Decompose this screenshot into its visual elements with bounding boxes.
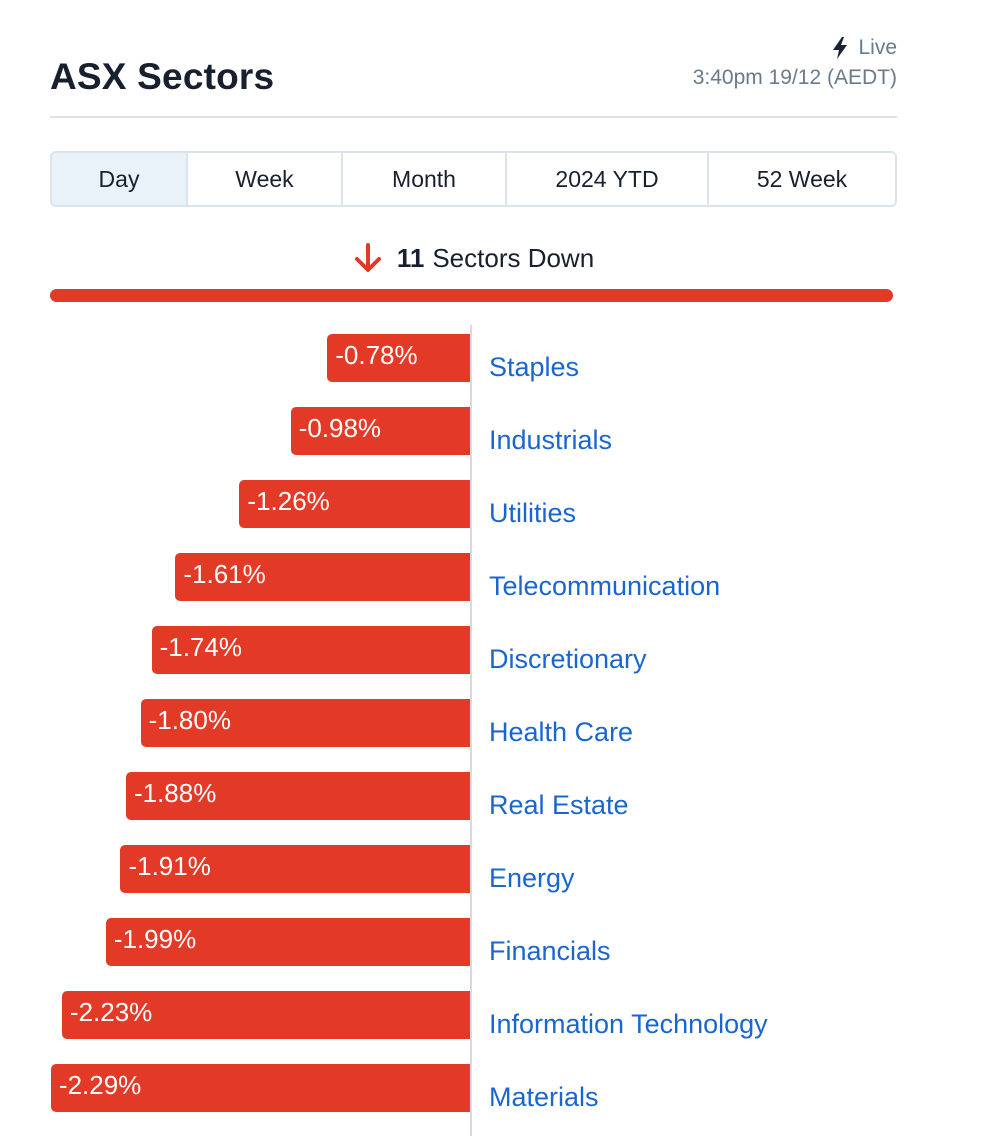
live-indicator: Live bbox=[832, 36, 897, 60]
sector-row: -2.29% Materials bbox=[50, 1064, 897, 1112]
tab-week[interactable]: Week bbox=[188, 153, 343, 205]
sector-bar: -0.78% bbox=[327, 334, 470, 382]
sector-change-label: -1.74% bbox=[159, 632, 242, 662]
sector-bar: -2.23% bbox=[61, 991, 470, 1039]
sectors-down-bar bbox=[50, 289, 893, 302]
sector-change-label: -1.91% bbox=[128, 851, 211, 881]
chart-zero-axis bbox=[470, 325, 472, 1136]
sectors-summary: 11 Sectors Down bbox=[50, 236, 897, 280]
sector-name-link[interactable]: Financials bbox=[489, 936, 611, 966]
sector-change-label: -1.88% bbox=[133, 778, 217, 808]
sector-change-label: -1.26% bbox=[247, 486, 330, 516]
sector-row: -1.26% Utilities bbox=[50, 480, 897, 528]
live-label: Live bbox=[858, 36, 897, 59]
sector-row: -1.99% Financials bbox=[50, 918, 897, 966]
sector-row: -0.78% Staples bbox=[50, 334, 897, 382]
sector-name-link[interactable]: Utilities bbox=[489, 498, 577, 528]
tab-2024-ytd[interactable]: 2024 YTD bbox=[507, 153, 709, 205]
tab-day[interactable]: Day bbox=[52, 153, 188, 205]
sector-change-label: -0.78% bbox=[335, 340, 418, 370]
sectors-down-text: Sectors Down bbox=[432, 242, 595, 273]
lightning-bolt-icon bbox=[833, 37, 848, 59]
arrow-down-icon bbox=[354, 243, 381, 272]
sector-name-link[interactable]: Industrials bbox=[489, 425, 613, 455]
sector-name-link[interactable]: Information Technology bbox=[489, 1009, 768, 1039]
sector-bar: -2.29% bbox=[50, 1064, 470, 1112]
sector-name-link[interactable]: Discretionary bbox=[489, 644, 647, 674]
tab-month[interactable]: Month bbox=[343, 153, 507, 205]
sector-bar: -1.80% bbox=[140, 699, 470, 747]
sector-row: -1.74% Discretionary bbox=[50, 626, 897, 674]
sector-name-link[interactable]: Telecommunication bbox=[489, 571, 721, 601]
sector-row: -2.23% Information Technology bbox=[50, 991, 897, 1039]
sector-bar: -1.61% bbox=[175, 553, 470, 601]
sector-name-link[interactable]: Materials bbox=[489, 1082, 599, 1112]
sector-name-link[interactable]: Health Care bbox=[489, 717, 634, 747]
sector-change-label: -0.98% bbox=[298, 413, 382, 443]
sector-name-link[interactable]: Energy bbox=[489, 863, 575, 893]
sector-bar: -1.88% bbox=[125, 772, 470, 820]
sector-bar: -1.74% bbox=[151, 626, 470, 674]
sector-bar-chart: -0.78% Staples -0.98% Industrials -1.26% Util… bbox=[50, 320, 897, 1136]
sector-row: -1.88% Real Estate bbox=[50, 772, 897, 820]
sector-row: -1.61% Telecommunication bbox=[50, 553, 897, 601]
sector-bar: -1.26% bbox=[239, 480, 470, 528]
sector-change-label: -1.80% bbox=[148, 705, 231, 735]
sector-bar: -0.98% bbox=[290, 407, 470, 455]
page-title: ASX Sectors bbox=[50, 56, 275, 97]
sector-row: -1.80% Health Care bbox=[50, 699, 897, 747]
tab-52-week[interactable]: 52 Week bbox=[709, 153, 895, 205]
sector-change-label: -1.61% bbox=[183, 559, 266, 589]
sectors-down-count: 11 bbox=[396, 242, 425, 273]
sector-bar: -1.99% bbox=[105, 918, 470, 966]
sector-change-label: -1.99% bbox=[113, 924, 197, 954]
sector-row: -1.91% Energy bbox=[50, 845, 897, 893]
sector-row: -0.98% Industrials bbox=[50, 407, 897, 455]
sector-bar: -1.91% bbox=[120, 845, 470, 893]
period-tabs: Day Week Month 2024 YTD 52 Week bbox=[50, 151, 897, 207]
sector-change-label: -2.23% bbox=[69, 997, 153, 1027]
widget-header: ASX Sectors Live 3:40pm 19/12 (AEDT) bbox=[50, 0, 897, 118]
sector-name-link[interactable]: Staples bbox=[489, 352, 580, 382]
asx-sectors-widget: ASX Sectors Live 3:40pm 19/12 (AEDT) Day… bbox=[50, 0, 897, 1136]
sector-name-link[interactable]: Real Estate bbox=[489, 790, 629, 820]
sector-change-label: -2.29% bbox=[58, 1070, 142, 1100]
timestamp: 3:40pm 19/12 (AEDT) bbox=[692, 66, 897, 89]
